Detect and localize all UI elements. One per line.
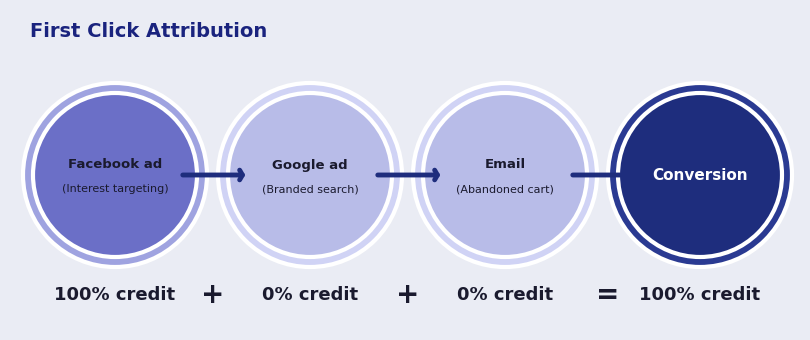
Text: Google ad: Google ad: [272, 158, 347, 171]
Ellipse shape: [618, 93, 782, 257]
Text: (Interest targeting): (Interest targeting): [62, 184, 168, 194]
Text: 100% credit: 100% credit: [639, 286, 761, 304]
Text: Facebook ad: Facebook ad: [68, 158, 162, 171]
Text: Conversion: Conversion: [652, 168, 748, 183]
Text: 100% credit: 100% credit: [54, 286, 176, 304]
Text: 0% credit: 0% credit: [457, 286, 553, 304]
Text: 0% credit: 0% credit: [262, 286, 358, 304]
Ellipse shape: [413, 83, 597, 267]
Ellipse shape: [608, 83, 792, 267]
Text: (Branded search): (Branded search): [262, 184, 358, 194]
Ellipse shape: [23, 83, 207, 267]
Ellipse shape: [218, 83, 402, 267]
Text: =: =: [596, 281, 620, 309]
Ellipse shape: [228, 93, 392, 257]
Text: +: +: [396, 281, 420, 309]
Text: Email: Email: [484, 158, 526, 171]
Ellipse shape: [33, 93, 197, 257]
Text: (Abandoned cart): (Abandoned cart): [456, 184, 554, 194]
Text: First Click Attribution: First Click Attribution: [30, 22, 267, 41]
Ellipse shape: [423, 93, 587, 257]
Text: +: +: [202, 281, 224, 309]
